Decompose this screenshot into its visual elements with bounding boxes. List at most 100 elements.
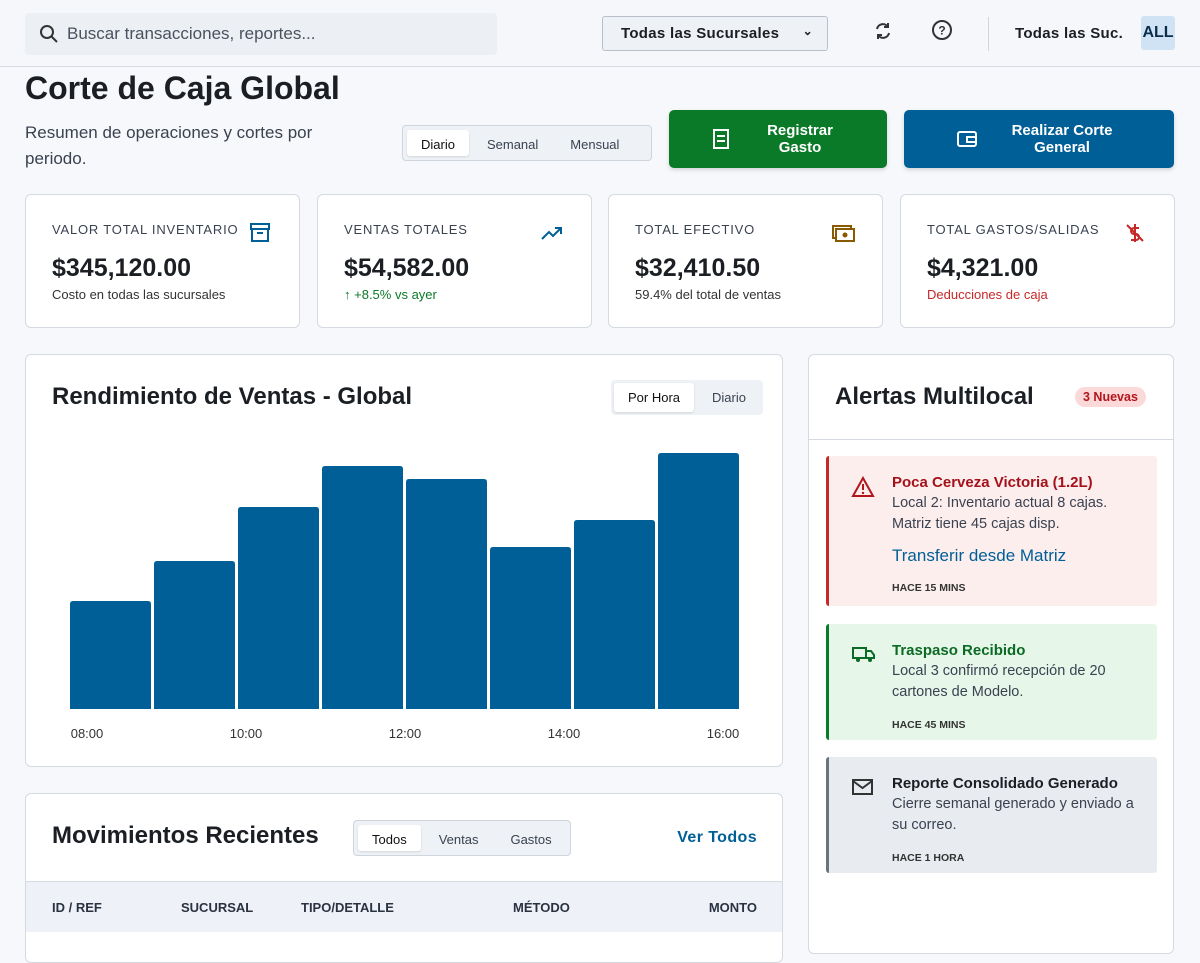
tab[interactable]: Por Hora	[614, 383, 695, 412]
x-tick-label: 16:00	[707, 726, 740, 741]
alert-time: HACE 45 MINS	[892, 719, 966, 731]
cash-cut-button[interactable]: Realizar Corte General	[904, 110, 1174, 168]
arrow-icon: ↑	[344, 287, 355, 302]
kpi-value: $345,120.00	[52, 254, 192, 282]
kpi-label: VALOR TOTAL INVENTARIO	[52, 222, 239, 237]
bar	[154, 561, 235, 709]
kpi-note: 59.4% del total de ventas	[635, 287, 781, 302]
column-header: MONTO	[708, 900, 757, 915]
alert-item: Poca Cerveza Victoria (1.2L) Local 2: In…	[826, 456, 1157, 606]
view-all-link[interactable]: Ver Todos	[677, 829, 757, 846]
search-placeholder: Buscar transacciones, reportes...	[67, 24, 316, 43]
kpi-note-text: Costo en todas las sucursales	[52, 287, 226, 302]
column-header: ID / REF	[52, 900, 102, 915]
alerts-title: Alertas Multilocal	[835, 383, 1034, 410]
page-subtitle: Resumen de operaciones y cortes por peri…	[25, 123, 313, 168]
kpi-note: Deducciones de caja	[927, 287, 1048, 302]
bar	[238, 507, 319, 709]
kpi-note-text: Deducciones de caja	[927, 287, 1048, 302]
kpi-label: TOTAL EFECTIVO	[635, 222, 756, 237]
x-tick-label: 12:00	[389, 726, 422, 741]
divider	[809, 439, 1173, 440]
wallet-icon	[957, 131, 977, 147]
branch-select-text: Todas las Sucursales	[621, 25, 780, 42]
user-badge[interactable]: ALL	[1141, 16, 1175, 50]
kpi-card: VALOR TOTAL INVENTARIO $345,120.00 Costo…	[25, 194, 300, 328]
movements-card: Movimientos Recientes Todos Ventas Gasto…	[25, 793, 783, 963]
column-header: SUCURSAL	[181, 900, 254, 915]
bar	[406, 479, 487, 709]
kpi-icon	[250, 223, 270, 242]
alert-title: Reporte Consolidado Generado	[892, 775, 1118, 792]
kpi-icon	[1126, 224, 1144, 242]
receipt-icon	[713, 129, 729, 149]
mail-icon	[852, 779, 873, 795]
kpi-card: TOTAL EFECTIVO $32,410.50 59.4% del tota…	[608, 194, 883, 328]
kpi-value: $32,410.50	[635, 254, 761, 282]
bar	[490, 547, 571, 709]
kpi-note: ↑ +8.5% vs ayer	[344, 287, 437, 302]
kpi-note-text: +8.5% vs ayer	[354, 287, 437, 302]
search-box[interactable]: Buscar transacciones, reportes...	[25, 13, 497, 55]
chart-tabs: Por Hora Diario	[611, 380, 763, 415]
tab[interactable]: Diario	[712, 390, 746, 405]
bar-chart: 08:00 10:00 12:00 14:00 16:00	[70, 453, 740, 741]
movements-title: Movimientos Recientes	[52, 822, 319, 849]
button-label: Realizar Corte General	[1011, 122, 1113, 156]
truck-icon	[852, 647, 875, 662]
alert-body: Cierre semanal generado y enviado a su c…	[892, 796, 1134, 833]
tab[interactable]: Semanal	[486, 137, 539, 152]
kpi-value: $4,321.00	[927, 254, 1039, 282]
search-icon	[40, 25, 58, 43]
sales-card: Rendimiento de Ventas - Global Por Hora …	[25, 354, 783, 767]
alert-link[interactable]: Transferir desde Matriz	[892, 546, 1067, 565]
sync-icon[interactable]	[872, 20, 894, 42]
bar	[322, 466, 403, 709]
tab[interactable]: Gastos	[510, 832, 552, 847]
x-tick-label: 14:00	[548, 726, 581, 741]
chart-title: Rendimiento de Ventas - Global	[52, 383, 413, 410]
alert-item: Reporte Consolidado Generado Cierre sema…	[826, 757, 1157, 873]
register-expense-button[interactable]: Registrar Gasto	[669, 110, 887, 168]
tab[interactable]: Ventas	[438, 832, 479, 847]
kpi-label: TOTAL GASTOS/SALIDAS	[927, 222, 1100, 237]
bar	[658, 453, 739, 709]
kpi-card: TOTAL GASTOS/SALIDAS $4,321.00 Deduccion…	[900, 194, 1175, 328]
alert-title: Traspaso Recibido	[892, 642, 1026, 659]
page-title: Corte de Caja Global	[25, 70, 340, 106]
divider	[988, 17, 989, 51]
alerts-badge: 3 Nuevas	[1075, 387, 1146, 407]
chevron: ⌄	[802, 24, 813, 38]
tab[interactable]: Mensual	[570, 137, 620, 152]
alert-body: Local 2: Inventario actual 8 cajas. Matr…	[892, 495, 1108, 532]
kpi-card: VENTAS TOTALES $54,582.00 ↑ +8.5% vs aye…	[317, 194, 592, 328]
branch-select[interactable]: Todas las Sucursales ⌄	[602, 16, 828, 51]
help-icon[interactable]: ?	[931, 19, 955, 43]
kpi-note-text: 59.4% del total de ventas	[635, 287, 781, 302]
kpi-value: $54,582.00	[344, 254, 470, 282]
warning-icon	[851, 476, 875, 497]
alert-time: HACE 1 HORA	[892, 852, 965, 864]
table-header: ID / REF SUCURSAL TIPO/DETALLE MÉTODO MO…	[26, 881, 782, 932]
svg-text:?: ?	[938, 24, 945, 38]
kpi-icon	[832, 225, 855, 242]
kpi-note: Costo en todas las sucursales	[52, 287, 225, 302]
kpi-label: VENTAS TOTALES	[344, 222, 468, 237]
user-branch: Todas las Suc.	[1015, 25, 1124, 42]
x-tick-label: 10:00	[230, 726, 263, 741]
button-label: Registrar Gasto	[767, 122, 833, 156]
kpi-icon	[541, 227, 562, 240]
movements-tabs: Todos Ventas Gastos	[353, 820, 571, 856]
column-header: TIPO/DETALLE	[301, 900, 394, 915]
alert-time: HACE 15 MINS	[892, 582, 966, 594]
x-tick-label: 08:00	[71, 726, 104, 741]
alert-title: Poca Cerveza Victoria (1.2L)	[892, 474, 1093, 491]
tab[interactable]: Todos	[358, 825, 421, 851]
column-header: MÉTODO	[513, 900, 570, 915]
bar	[574, 520, 655, 709]
period-tabs: Diario Semanal Mensual	[402, 125, 652, 161]
bar	[70, 601, 151, 709]
alert-body: Local 3 confirmó recepción de 20 cartone…	[892, 663, 1106, 700]
tab[interactable]: Diario	[407, 130, 469, 156]
